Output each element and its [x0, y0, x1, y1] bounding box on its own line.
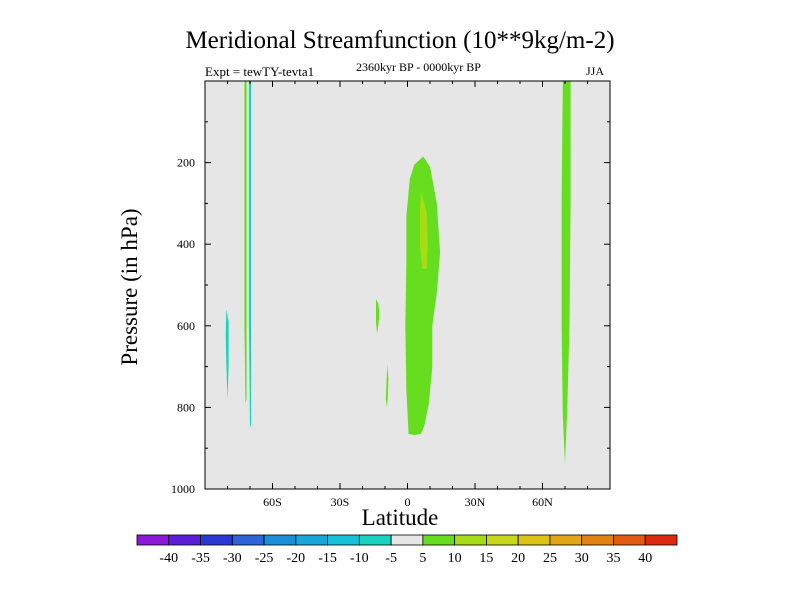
- colorbar-label: -15: [318, 551, 337, 566]
- contour-regions: [225, 81, 571, 465]
- colorbar-swatch: [422, 534, 456, 546]
- colorbar-swatch: [390, 534, 424, 546]
- chart-title: Meridional Streamfunction (10**9kg/m-2): [185, 27, 615, 54]
- colorbar-label: 40: [638, 551, 652, 566]
- equatorial-core: [419, 191, 428, 269]
- north-polar-positive-band: [561, 81, 571, 465]
- south-negative-patch: [225, 309, 229, 400]
- season-label: JJA: [586, 64, 605, 78]
- x-tick-label: 0: [405, 495, 411, 509]
- colorbar-swatch: [168, 534, 201, 546]
- colorbar-swatch: [517, 534, 551, 546]
- colorbar-label: -40: [159, 551, 178, 566]
- colorbar-label: 35: [606, 551, 620, 566]
- colorbar-swatch: [549, 534, 583, 546]
- colorbar-label: -30: [223, 551, 242, 566]
- y-tick-label: 200: [177, 156, 195, 170]
- x-tick-label: 60S: [263, 495, 282, 509]
- colorbar-swatch: [136, 534, 170, 546]
- colorbar-swatch: [358, 534, 392, 546]
- y-tick-label: 800: [177, 400, 195, 414]
- axis-ticks: 60S 30S 0 30N 60N 200 400 600 800 1000: [171, 81, 610, 509]
- colorbar-label: -20: [286, 551, 305, 566]
- y-tick-label: 1000: [171, 482, 195, 496]
- experiment-label: Expt = tewTY-tevta1: [205, 64, 315, 79]
- chart-subtitle: 2360kyr BP - 0000kyr BP: [356, 60, 481, 74]
- x-tick-label: 30S: [331, 495, 350, 509]
- colorbar: -40 -35 -30 -25 -20 -15 -10 -5 5 10 15 20 25 30 35 40: [136, 534, 678, 566]
- colorbar-label: 25: [543, 551, 557, 566]
- x-tick-label: 30N: [465, 495, 486, 509]
- colorbar-swatch: [295, 534, 328, 546]
- colorbar-label: -25: [255, 551, 274, 566]
- colorbar-swatch: [231, 534, 265, 546]
- colorbar-swatch: [327, 534, 360, 546]
- colorbar-swatch: [486, 534, 519, 546]
- y-tick-label: 600: [177, 319, 195, 333]
- y-tick-label: 400: [177, 237, 195, 251]
- colorbar-label: 10: [448, 551, 462, 566]
- south-polar-positive-strip: [244, 81, 247, 404]
- subtropical-patch-b: [385, 364, 389, 408]
- colorbar-swatch: [200, 534, 233, 546]
- colorbar-label: 30: [575, 551, 589, 566]
- colorbar-swatch: [454, 534, 487, 546]
- colorbar-label: 15: [479, 551, 493, 566]
- colorbar-label: 5: [419, 551, 426, 566]
- colorbar-label: -5: [385, 551, 397, 566]
- colorbar-swatch: [263, 534, 297, 546]
- colorbar-swatch: [613, 534, 646, 546]
- colorbar-swatch: [644, 534, 678, 546]
- equatorial-positive-cell: [405, 156, 441, 436]
- x-axis-label: Latitude: [361, 505, 439, 530]
- subtropical-patch-a: [376, 299, 380, 334]
- south-polar-negative-strip: [248, 81, 252, 428]
- colorbar-label: -10: [350, 551, 369, 566]
- colorbar-swatch: [581, 534, 614, 546]
- colorbar-label: 20: [511, 551, 525, 566]
- colorbar-label: -35: [191, 551, 210, 566]
- x-tick-label: 60N: [532, 495, 553, 509]
